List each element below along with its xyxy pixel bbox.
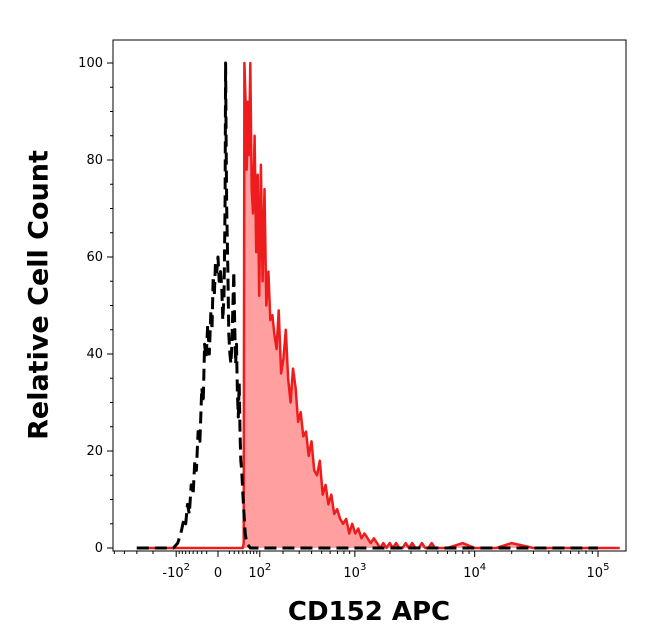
x-tick-label: 0 (214, 566, 222, 581)
series-line-isotype-control (136, 61, 598, 550)
x-tick-label: 104 (463, 562, 486, 581)
x-tick-label: 103 (343, 562, 366, 581)
y-tick-label: 100 (78, 56, 103, 71)
y-tick-label: 0 (95, 541, 103, 556)
series-layer (136, 61, 620, 550)
x-tick-label: 102 (248, 562, 271, 581)
plot-frame (112, 39, 627, 552)
ticks-layer: 0 20 40 60 80 100 -102 0 102 103 104 105 (78, 56, 609, 581)
x-axis-label: CD152 APC (288, 597, 450, 627)
y-tick-label: 20 (86, 444, 103, 459)
y-tick-label: 80 (86, 153, 103, 168)
x-tick-label: -102 (162, 562, 190, 581)
series-fill-cd152-apc (136, 63, 620, 548)
x-tick-label: 105 (587, 562, 610, 581)
y-tick-label: 40 (86, 347, 103, 362)
y-axis-label: Relative Cell Count (24, 150, 55, 440)
y-tick-label: 60 (86, 250, 103, 265)
series-line-cd152-apc (136, 61, 620, 550)
